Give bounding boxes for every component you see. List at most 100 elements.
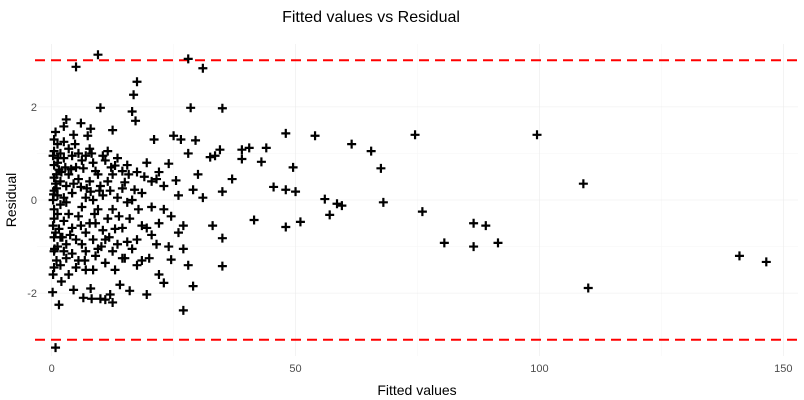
data-point — [469, 218, 479, 228]
data-point — [49, 204, 59, 214]
data-point — [178, 244, 188, 254]
data-point — [73, 148, 83, 158]
data-point — [55, 200, 65, 210]
data-point — [100, 155, 110, 165]
data-point — [93, 169, 103, 179]
data-point — [59, 121, 69, 131]
data-point — [49, 263, 59, 273]
data-point — [67, 151, 77, 161]
data-point — [122, 237, 132, 247]
data-point — [71, 62, 81, 72]
data-point — [100, 258, 110, 268]
data-point — [159, 204, 169, 214]
data-point — [176, 134, 186, 144]
data-point — [208, 221, 218, 231]
data-point — [347, 139, 357, 149]
data-point — [186, 103, 196, 113]
data-point — [69, 130, 79, 140]
data-point — [376, 163, 386, 173]
data-point — [125, 214, 135, 224]
data-point — [217, 187, 227, 197]
y-tick-label: 2 — [31, 102, 37, 114]
data-point — [112, 153, 122, 163]
data-point — [366, 146, 376, 156]
data-point — [49, 173, 59, 183]
data-point — [154, 167, 164, 177]
data-point — [105, 290, 115, 300]
data-point — [66, 164, 76, 174]
data-point — [88, 158, 98, 168]
data-point — [76, 221, 86, 231]
data-point — [205, 152, 215, 162]
data-point — [103, 214, 113, 224]
data-point — [71, 162, 81, 172]
data-point — [215, 145, 225, 155]
data-point — [77, 202, 87, 212]
data-point — [61, 114, 71, 124]
y-axis-ticks: -2 0 2 — [27, 102, 37, 300]
data-point — [52, 209, 62, 219]
x-tick-label: 50 — [289, 363, 301, 375]
data-point — [64, 169, 74, 179]
data-point — [142, 158, 152, 168]
data-point — [217, 233, 227, 243]
data-point — [85, 144, 95, 154]
data-point — [81, 193, 91, 203]
data-points — [48, 50, 771, 353]
data-point — [73, 174, 83, 184]
data-point — [198, 193, 208, 203]
data-point — [108, 246, 118, 256]
data-point — [52, 256, 62, 266]
data-point — [261, 143, 271, 153]
data-point — [77, 155, 87, 165]
data-point — [159, 181, 169, 191]
data-point — [183, 260, 193, 270]
data-point — [173, 190, 183, 200]
data-point — [281, 222, 291, 232]
data-point — [147, 176, 157, 186]
data-point — [117, 166, 127, 176]
data-point — [86, 124, 96, 134]
data-point — [69, 285, 79, 295]
data-point — [78, 293, 88, 303]
data-point — [71, 235, 81, 245]
data-point — [332, 199, 342, 209]
data-point — [64, 270, 74, 280]
data-point — [288, 162, 298, 172]
data-point — [55, 148, 65, 158]
data-point — [51, 343, 61, 353]
data-point — [125, 286, 135, 296]
data-point — [105, 186, 115, 196]
data-point — [183, 148, 193, 158]
data-point — [59, 216, 69, 226]
data-point — [269, 182, 279, 192]
x-tick-label: 0 — [49, 363, 55, 375]
data-point — [117, 223, 127, 233]
data-point — [124, 169, 134, 179]
data-point — [52, 139, 62, 149]
data-point — [53, 153, 63, 163]
data-point — [98, 225, 108, 235]
data-point — [139, 172, 149, 182]
data-point — [61, 181, 71, 191]
data-point — [98, 190, 108, 200]
data-point — [142, 223, 152, 233]
data-point — [61, 197, 71, 207]
data-point — [198, 63, 208, 73]
y-tick-label: -2 — [27, 288, 37, 300]
data-point — [147, 230, 157, 240]
data-point — [469, 242, 479, 252]
data-point — [291, 187, 301, 197]
x-tick-label: 100 — [530, 363, 548, 375]
data-point — [378, 197, 388, 207]
data-point — [112, 239, 122, 249]
data-point — [149, 134, 159, 144]
data-point — [112, 193, 122, 203]
data-point — [295, 217, 305, 227]
data-point — [49, 134, 59, 144]
x-tick-label: 150 — [774, 363, 792, 375]
data-point — [173, 228, 183, 238]
data-point — [77, 239, 87, 249]
data-point — [337, 201, 347, 211]
